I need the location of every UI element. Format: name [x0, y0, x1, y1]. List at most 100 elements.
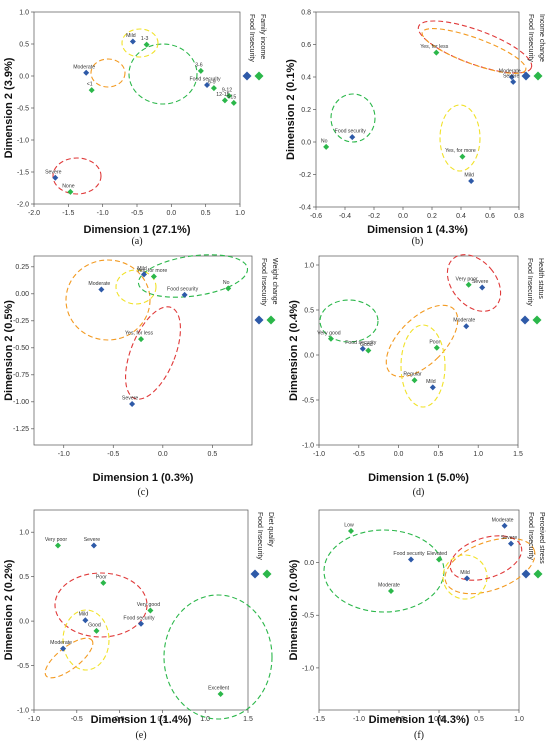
- cluster-ellipse: [125, 306, 181, 400]
- data-point: [217, 691, 224, 697]
- y-tick-label: 0.6: [301, 42, 311, 49]
- data-label: Mild: [464, 173, 474, 179]
- y-tick-label: -1.0: [17, 707, 29, 714]
- cluster-ellipse: [163, 594, 273, 720]
- data-label: Poor: [429, 339, 440, 345]
- x-tick-label: 0.0: [398, 213, 408, 220]
- x-tick-label: 0.0: [166, 210, 176, 217]
- legend-label: Food Insecurity: [527, 512, 534, 560]
- panel-caption: (c): [137, 487, 148, 498]
- legend-marker: [533, 569, 543, 579]
- x-axis-label: Dimension 1 (1.4%): [91, 714, 192, 726]
- x-tick-label: -0.5: [107, 451, 119, 458]
- data-point: [140, 271, 147, 278]
- data-point: [433, 344, 440, 351]
- legend-marker: [266, 315, 276, 325]
- plot-frame: [33, 255, 253, 446]
- cluster-ellipse: [400, 324, 446, 408]
- data-point: [411, 377, 418, 384]
- panel-caption: (a): [131, 236, 142, 247]
- x-axis-label: Dimension 1 (4.3%): [369, 714, 470, 726]
- data-point: [129, 38, 136, 45]
- legend-marker: [254, 71, 264, 81]
- legend-label: Food Insecurity: [248, 14, 255, 62]
- data-label: Food security: [393, 551, 425, 557]
- x-tick-label: -0.5: [393, 716, 405, 723]
- y-tick-label: 0.25: [15, 264, 29, 271]
- cluster-ellipse: [121, 28, 159, 58]
- y-axis-label: Dimension 2 (0.2%): [3, 559, 15, 660]
- y-axis-label: Dimension 2 (0.5%): [3, 300, 15, 401]
- data-point: [408, 556, 414, 563]
- data-point: [60, 645, 67, 652]
- cluster-ellipse: [319, 299, 379, 343]
- y-tick-label: -1.5: [17, 169, 29, 176]
- data-label: Very good: [317, 330, 340, 336]
- data-point: [433, 49, 440, 56]
- y-tick-label: -1.0: [302, 442, 314, 449]
- x-tick-label: -1.0: [313, 451, 325, 458]
- panel-caption: (f): [414, 730, 424, 741]
- cluster-ellipse: [444, 537, 536, 595]
- legend-marker: [262, 569, 272, 579]
- data-label: Severe: [122, 395, 139, 401]
- data-point: [388, 588, 394, 595]
- cluster-ellipse: [115, 269, 157, 305]
- x-tick-label: -1.5: [62, 210, 74, 217]
- y-tick-label: 0.5: [19, 574, 29, 581]
- data-point: [143, 41, 150, 48]
- data-point: [181, 291, 188, 298]
- data-point: [508, 540, 514, 547]
- x-tick-label: 1.0: [235, 210, 245, 217]
- y-tick-label: 0.8: [301, 9, 311, 16]
- panel-caption: (e): [135, 730, 146, 741]
- y-tick-label: -1.25: [13, 426, 29, 433]
- data-point: [197, 67, 204, 74]
- data-label: Excellent: [208, 686, 230, 692]
- x-tick-label: 0.0: [434, 716, 444, 723]
- cluster-ellipse: [52, 157, 102, 195]
- x-tick-label: -2.0: [28, 210, 40, 217]
- legend-label: Weight change: [271, 258, 278, 305]
- data-label: Food security: [335, 129, 367, 135]
- data-point: [230, 99, 237, 106]
- data-point: [129, 400, 136, 407]
- y-tick-label: 1.0: [304, 262, 314, 269]
- legend-label: Food Insecurity: [256, 512, 263, 560]
- data-label: Mild: [460, 570, 470, 576]
- data-point: [150, 273, 157, 280]
- data-label: Food security: [345, 340, 377, 346]
- data-label: Mild: [426, 379, 436, 385]
- data-point: [204, 81, 211, 88]
- x-tick-label: -0.5: [131, 210, 143, 217]
- legend-label: Food Insecurity: [526, 258, 533, 306]
- data-point: [88, 87, 95, 94]
- y-tick-label: 1.0: [19, 9, 29, 16]
- data-label: Yes, for less: [420, 44, 448, 50]
- data-point: [100, 579, 107, 586]
- x-tick-label: 0.2: [427, 213, 437, 220]
- y-axis-label: Dimension 2 (0.1%): [285, 59, 297, 160]
- y-tick-label: -1.0: [302, 665, 314, 672]
- data-point: [52, 174, 59, 181]
- legend-label: Diet quality: [267, 512, 274, 547]
- legend-marker: [532, 315, 542, 325]
- y-tick-label: -0.5: [17, 663, 29, 670]
- data-point: [323, 143, 330, 150]
- x-axis-label: Dimension 1 (27.1%): [84, 224, 191, 236]
- data-label: Severe: [501, 535, 518, 541]
- y-tick-label: -0.5: [17, 105, 29, 112]
- data-label: Severe: [472, 279, 489, 285]
- chart-panel-2: -0.6 -0.4 -0.2 0.0 0.2 0.4 0.6 0.8 0.8 0.6 0.4 0.2 0…: [285, 9, 545, 247]
- data-point: [225, 285, 232, 292]
- cluster-ellipse: [330, 93, 376, 143]
- cluster-ellipse: [128, 43, 198, 105]
- x-tick-label: -1.0: [353, 716, 365, 723]
- y-tick-label: -0.50: [13, 345, 29, 352]
- x-tick-label: 0.0: [158, 451, 168, 458]
- y-tick-label: 0.4: [301, 74, 311, 81]
- x-tick-label: 0.5: [158, 716, 168, 723]
- data-label: No: [321, 138, 328, 144]
- x-tick-label: 1.5: [243, 716, 253, 723]
